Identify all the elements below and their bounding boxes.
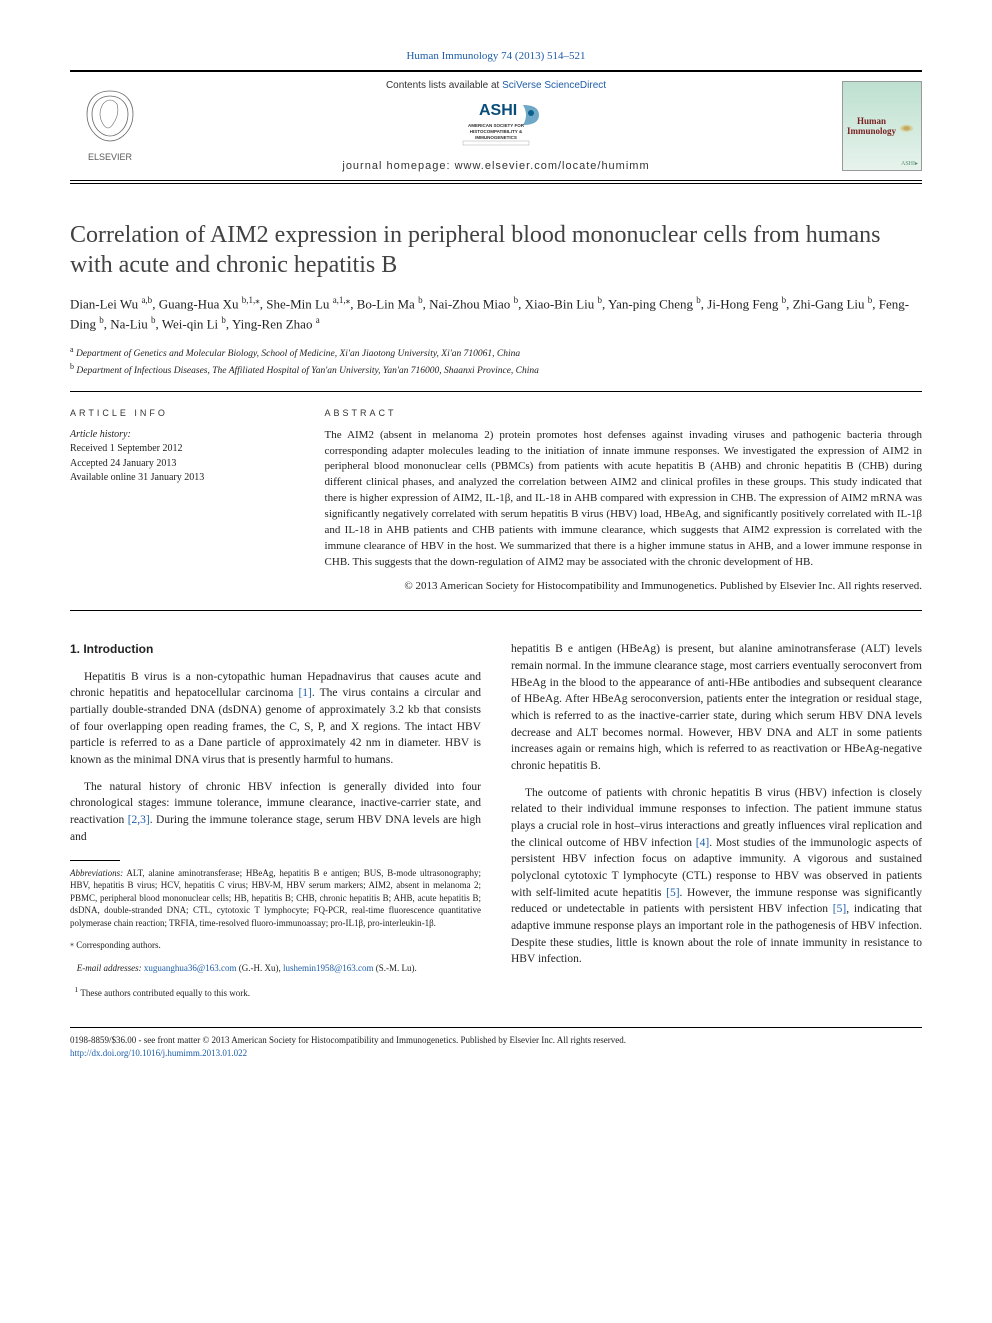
cite-4[interactable]: [4] (696, 837, 709, 849)
homepage-line: journal homepage: www.elsevier.com/locat… (150, 160, 842, 172)
meta-row: ARTICLE INFO Article history: Received 1… (70, 391, 922, 612)
history-accepted: Accepted 24 January 2013 (70, 457, 293, 472)
intro-p3: hepatitis B e antigen (HBeAg) is present… (511, 641, 922, 774)
svg-text:AMERICAN SOCIETY FOR: AMERICAN SOCIETY FOR (468, 123, 525, 128)
journal-header: ELSEVIER Contents lists available at Sci… (70, 71, 922, 181)
affiliation-a: a Department of Genetics and Molecular B… (70, 344, 922, 361)
abbreviations-note: Abbreviations: ALT, alanine aminotransfe… (70, 867, 481, 930)
svg-text:IMMUNOGENETICS: IMMUNOGENETICS (475, 135, 517, 140)
cite-1[interactable]: [1] (298, 687, 311, 699)
contents-prefix: Contents lists available at (386, 80, 502, 91)
affiliation-b: b Department of Infectious Diseases, The… (70, 361, 922, 378)
intro-p4: The outcome of patients with chronic hep… (511, 785, 922, 968)
history-online: Available online 31 January 2013 (70, 471, 293, 486)
article-title: Correlation of AIM2 expression in periph… (70, 220, 922, 280)
section-1-head: 1. Introduction (70, 641, 481, 658)
doi-link[interactable]: http://dx.doi.org/10.1016/j.humimm.2013.… (70, 1048, 247, 1058)
email-note: E-mail addresses: xuguanghua36@163.com (… (70, 962, 481, 975)
svg-text:ASHI: ASHI (479, 102, 517, 119)
abstract-text: The AIM2 (absent in melanoma 2) protein … (325, 428, 922, 571)
abstract-block: ABSTRACT The AIM2 (absent in melanoma 2)… (309, 392, 922, 611)
intro-p2: The natural history of chronic HBV infec… (70, 779, 481, 846)
corresponding-note: ⁎ Corresponding authors. (70, 939, 481, 952)
abstract-head: ABSTRACT (325, 408, 922, 418)
article-info-head: ARTICLE INFO (70, 408, 293, 418)
email-link-2[interactable]: lushemin1958@163.com (283, 963, 374, 973)
cite-5a[interactable]: [5] (666, 887, 679, 899)
abstract-copyright: © 2013 American Society for Histocompati… (325, 579, 922, 594)
cite-5b[interactable]: [5] (833, 903, 846, 915)
history-received: Received 1 September 2012 (70, 442, 293, 457)
cite-2-3[interactable]: [2,3] (128, 814, 150, 826)
article-info-block: ARTICLE INFO Article history: Received 1… (70, 392, 309, 611)
journal-cover-thumb: Human Immunology ASHI▸ (842, 81, 922, 171)
footnote-separator (70, 860, 120, 861)
sciencedirect-link[interactable]: SciVerse ScienceDirect (502, 80, 606, 91)
column-right: hepatitis B e antigen (HBeAg) is present… (511, 641, 922, 1009)
elsevier-logo: ELSEVIER (70, 81, 150, 171)
contrib-note: 1 These authors contributed equally to t… (70, 985, 481, 1000)
homepage-prefix: journal homepage: (342, 160, 454, 172)
footnotes: Abbreviations: ALT, alanine aminotransfe… (70, 867, 481, 1000)
journal-reference: Human Immunology 74 (2013) 514–521 (70, 50, 922, 62)
affiliations: a Department of Genetics and Molecular B… (70, 344, 922, 379)
body-columns: 1. Introduction Hepatitis B virus is a n… (70, 641, 922, 1009)
header-rule-bottom (70, 183, 922, 184)
page-footer: 0198-8859/$36.00 - see front matter © 20… (70, 1027, 922, 1059)
intro-p1: Hepatitis B virus is a non-cytopathic hu… (70, 669, 481, 769)
footer-line1: 0198-8859/$36.00 - see front matter © 20… (70, 1034, 922, 1047)
ashi-logo: ASHI AMERICAN SOCIETY FOR HISTOCOMPATIBI… (441, 101, 551, 152)
authors-list: Dian-Lei Wu a,b, Guang-Hua Xu b,1,⁎, She… (70, 294, 922, 334)
contents-line: Contents lists available at SciVerse Sci… (150, 80, 842, 91)
history-label: Article history: (70, 428, 293, 443)
cover-title: Human Immunology (847, 116, 896, 136)
elsevier-label: ELSEVIER (88, 152, 133, 162)
homepage-link[interactable]: www.elsevier.com/locate/humimm (455, 160, 650, 172)
column-left: 1. Introduction Hepatitis B virus is a n… (70, 641, 481, 1009)
svg-text:HISTOCOMPATIBILITY &: HISTOCOMPATIBILITY & (470, 129, 523, 134)
email-link-1[interactable]: xuguanghua36@163.com (144, 963, 237, 973)
